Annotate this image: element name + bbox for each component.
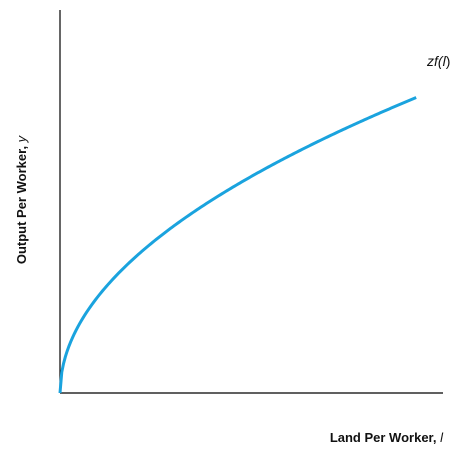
series-label-var: l <box>443 53 447 69</box>
x-axis-title-text: Land Per Worker, <box>330 430 440 445</box>
plot-area <box>58 10 443 394</box>
x-axis-title-var: l <box>440 430 444 445</box>
y-axis-title: Output Per Worker, y <box>14 134 29 264</box>
series-label-close: ) <box>446 53 451 69</box>
series-line-zf <box>58 96 417 394</box>
y-axis-title-var: y <box>14 134 29 143</box>
x-axis-title: Land Per Worker, l <box>330 430 444 445</box>
series-label-prefix: zf( <box>426 53 444 69</box>
y-axis-title-text: Output Per Worker, <box>14 142 29 264</box>
series-label-zf: zf(l) <box>426 53 450 69</box>
